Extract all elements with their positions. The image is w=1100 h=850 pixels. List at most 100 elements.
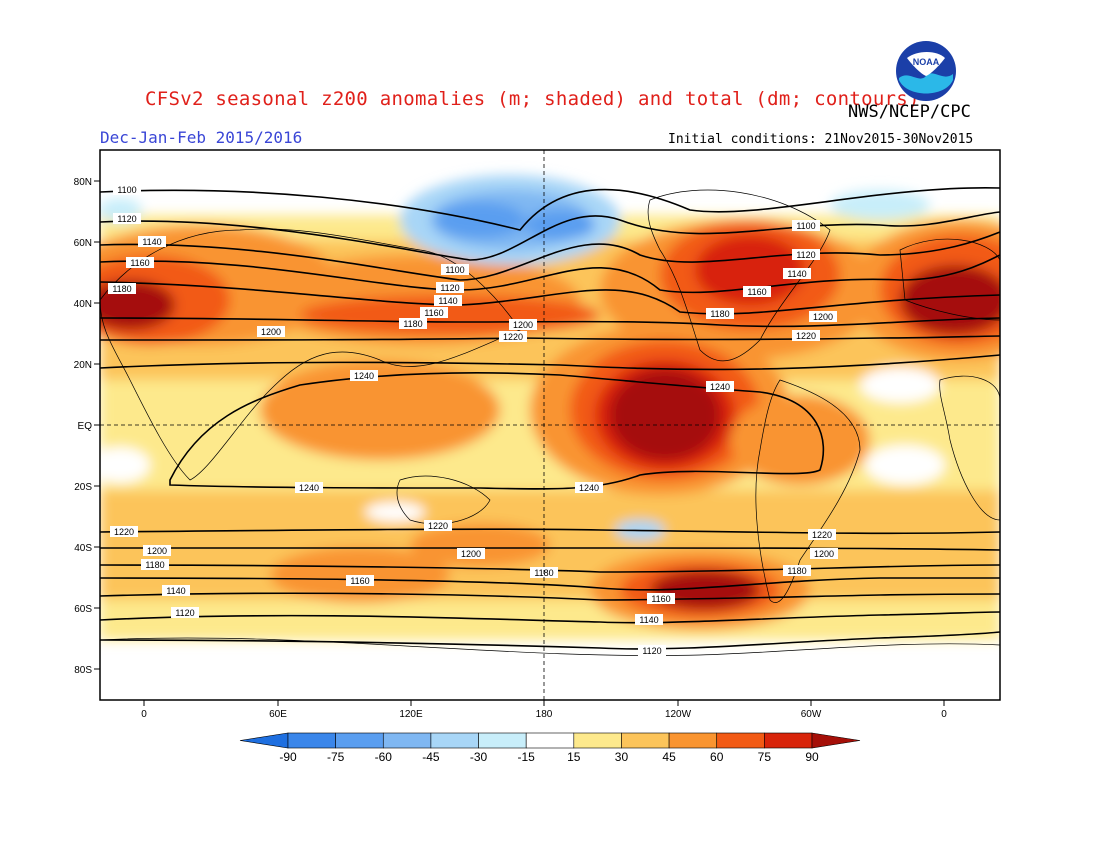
- contour-label-1240: 1240: [575, 482, 603, 493]
- colorbar-swatch: [382, 732, 432, 749]
- contour-label-1180: 1180: [141, 559, 169, 570]
- colorbar-label: -90: [279, 750, 297, 764]
- colorbar-swatch: [287, 732, 336, 749]
- noaa-logo-icon: NOAA: [896, 41, 956, 101]
- colorbar: -90 -75 -60 -45 -30 -15 15 30 45 60 75 90: [239, 732, 861, 764]
- colorbar-swatch: [525, 732, 575, 749]
- forecast-period: Dec-Jan-Feb 2015/2016: [100, 128, 303, 147]
- contour-label-text: 1220: [503, 332, 523, 342]
- lon-label: 180: [536, 709, 553, 720]
- contour-label-1200: 1200: [257, 326, 285, 337]
- contour-label-1220: 1220: [499, 331, 527, 342]
- contour-label-text: 1140: [787, 269, 806, 279]
- contour-labels: 1100 1120 1140 1160 1180 1200 1240 1100 …: [108, 184, 838, 656]
- contour-label-1160: 1160: [346, 575, 374, 586]
- contour-label-text: 1220: [812, 530, 832, 540]
- contour-label-1140: 1140: [162, 585, 190, 596]
- lon-label: 0: [941, 709, 947, 720]
- initial-conditions: Initial conditions: 21Nov2015-30Nov2015: [668, 132, 974, 147]
- contour-label-1120: 1120: [638, 645, 666, 656]
- colorbar-swatch: [478, 732, 527, 749]
- contour-label-1140: 1140: [434, 295, 462, 306]
- contour-label-1180: 1180: [706, 308, 734, 319]
- contour-label-text: 1120: [796, 250, 815, 260]
- contour-label-1160: 1160: [647, 593, 675, 604]
- contour-label-text: 1240: [354, 371, 374, 381]
- contour-label-text: 1220: [428, 521, 448, 531]
- lon-label: 120W: [665, 709, 692, 720]
- lat-label: 20N: [74, 360, 92, 371]
- colorbar-swatch: [764, 732, 813, 749]
- contour-label-1220: 1220: [424, 520, 452, 531]
- contour-label-text: 1160: [651, 594, 670, 604]
- colorbar-label: 45: [662, 750, 676, 764]
- lat-label: 60N: [74, 238, 92, 249]
- contour-label-text: 1120: [440, 283, 459, 293]
- contour-label-text: 1180: [710, 309, 729, 319]
- contour-label-text: 1120: [117, 214, 136, 224]
- contour-label-1220: 1220: [792, 330, 820, 341]
- contour-label-1100: 1100: [792, 220, 820, 231]
- contour-label-1120: 1120: [436, 282, 464, 293]
- contour-label-text: 1180: [403, 319, 422, 329]
- lat-label: 20S: [74, 482, 92, 493]
- contour-label-1220: 1220: [110, 526, 138, 537]
- colorbar-label: 60: [710, 750, 724, 764]
- contour-label-1100: 1100: [441, 264, 469, 275]
- contour-label-1160: 1160: [126, 257, 154, 268]
- contour-label-text: 1180: [145, 560, 164, 570]
- anomaly-shading: [100, 150, 1000, 700]
- lat-label: EQ: [78, 421, 93, 432]
- contour-label-1140: 1140: [635, 614, 663, 625]
- lat-label: 60S: [74, 604, 92, 615]
- contour-label-text: 1200: [147, 546, 167, 556]
- height-contours: [100, 187, 1000, 650]
- contour-label-text: 1200: [513, 320, 533, 330]
- lat-label: 80S: [74, 665, 92, 676]
- colorbar-swatch: [573, 732, 622, 749]
- colorbar-label: -75: [327, 750, 345, 764]
- contour-label-1180: 1180: [108, 283, 136, 294]
- contour-label-1100: 1100: [113, 184, 141, 195]
- contour-label-1160: 1160: [420, 307, 448, 318]
- contour-label-text: 1100: [117, 185, 136, 195]
- lon-label: 120E: [399, 709, 423, 720]
- contour-label-1140: 1140: [783, 268, 811, 279]
- lon-label: 60E: [269, 709, 287, 720]
- colorbar-label: 15: [567, 750, 581, 764]
- agency-label: NWS/NCEP/CPC: [848, 102, 971, 122]
- colorbar-swatch: [716, 732, 765, 749]
- contour-label-text: 1140: [438, 296, 457, 306]
- latitude-axis: [94, 180, 100, 670]
- contour-label-text: 1100: [445, 265, 464, 275]
- contour-label-text: 1160: [424, 308, 443, 318]
- colorbar-swatch: [668, 732, 718, 749]
- contour-label-text: 1100: [796, 221, 815, 231]
- contour-label-text: 1160: [747, 287, 766, 297]
- contour-label-1180: 1180: [399, 318, 427, 329]
- contour-label-text: 1200: [813, 312, 833, 322]
- contour-label-1180: 1180: [783, 565, 811, 576]
- contour-label-text: 1180: [787, 566, 806, 576]
- contour-label-text: 1240: [710, 382, 730, 392]
- contour-label-text: 1200: [261, 327, 281, 337]
- contour-label-text: 1120: [175, 608, 194, 618]
- contour-label-text: 1240: [299, 483, 319, 493]
- contour-label-1220: 1220: [808, 529, 836, 540]
- noaa-logo-text: NOAA: [913, 57, 940, 67]
- contour-label-text: 1220: [796, 331, 816, 341]
- contour-label-text: 1160: [130, 258, 149, 268]
- contour-label-1240: 1240: [295, 482, 323, 493]
- colorbar-label: -60: [375, 750, 393, 764]
- contour-label-text: 1140: [166, 586, 185, 596]
- contour-label-text: 1200: [814, 549, 834, 559]
- contour-label-text: 1140: [142, 237, 161, 247]
- map-title: CFSv2 seasonal z200 anomalies (m; shaded…: [145, 88, 920, 110]
- colorbar-label: -15: [518, 750, 536, 764]
- contour-label-1200: 1200: [810, 548, 838, 559]
- colorbar-label: 30: [615, 750, 629, 764]
- lon-label: 0: [141, 709, 147, 720]
- contour-label-text: 1120: [642, 646, 661, 656]
- contour-label-text: 1220: [114, 527, 134, 537]
